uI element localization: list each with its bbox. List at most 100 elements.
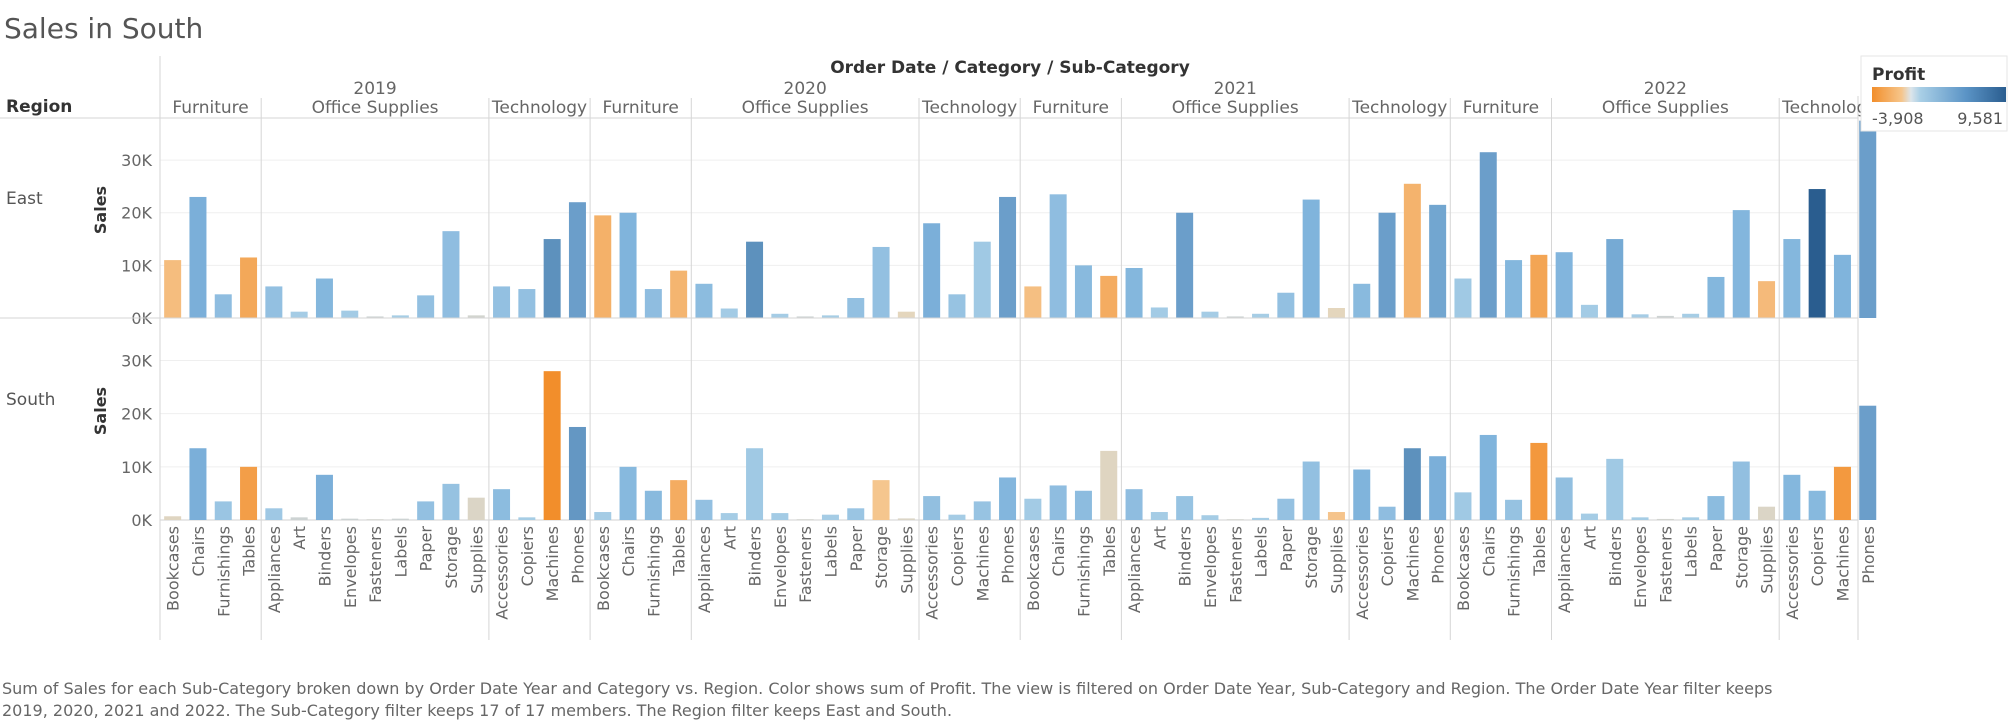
bar — [1403, 448, 1421, 520]
bar — [1327, 512, 1345, 520]
bar — [290, 311, 308, 318]
bar — [265, 286, 283, 318]
bar — [720, 308, 738, 318]
bar — [164, 260, 182, 318]
bar — [1252, 517, 1270, 520]
bar — [821, 514, 839, 520]
bar — [897, 518, 915, 520]
x-tick-label: Envelopes — [771, 526, 790, 608]
legend-max-label: 9,581 — [1957, 109, 2003, 128]
bar — [1707, 276, 1725, 318]
bar — [240, 257, 258, 318]
x-tick-label: Chairs — [1479, 526, 1498, 576]
x-tick-label: Phones — [1429, 526, 1448, 584]
bar — [1808, 189, 1826, 318]
bar — [1783, 239, 1801, 318]
bar — [1631, 517, 1649, 520]
bar — [1125, 268, 1143, 318]
category-header: Furniture — [603, 98, 679, 118]
x-tick-label: Bookcases — [1454, 526, 1473, 611]
x-tick-label: Fasteners — [1656, 526, 1675, 603]
bar — [1606, 458, 1624, 520]
bar — [872, 246, 890, 318]
bar — [695, 499, 713, 520]
x-tick-label: Copiers — [948, 526, 967, 586]
bar — [695, 283, 713, 318]
bars — [164, 120, 1877, 521]
x-tick-label: Accessories — [1783, 526, 1802, 620]
bar — [796, 519, 814, 521]
bar — [670, 270, 688, 318]
bar — [1049, 194, 1067, 318]
x-tick-label: Appliances — [1125, 526, 1144, 613]
x-tick-label: Chairs — [1049, 526, 1068, 576]
category-header: Office Supplies — [742, 98, 869, 118]
y-tick-label: 30K — [121, 352, 152, 371]
bar — [1353, 283, 1371, 318]
x-tick-label: Binders — [746, 526, 765, 586]
legend-color-ramp[interactable] — [1872, 87, 2006, 102]
bar — [999, 477, 1017, 520]
bar — [341, 518, 359, 520]
y-tick-label: 10K — [121, 458, 152, 477]
x-tick-label: Furnishings — [644, 526, 663, 617]
bar — [746, 448, 764, 520]
category-header: Technology — [491, 98, 587, 118]
bar — [1505, 499, 1523, 520]
year-header: 2021 — [1214, 79, 1257, 99]
bar — [1353, 469, 1371, 520]
x-tick-label: Paper — [1277, 526, 1296, 572]
category-header: Office Supplies — [312, 98, 439, 118]
column-header-title: Order Date / Category / Sub-Category — [830, 58, 1190, 78]
category-header: Office Supplies — [1602, 98, 1729, 118]
x-tick-label: Envelopes — [1201, 526, 1220, 608]
x-tick-label: Machines — [543, 526, 562, 601]
bar — [1758, 281, 1776, 318]
y-axis-label: Sales — [91, 387, 110, 435]
x-tick-label: Labels — [1252, 526, 1271, 578]
bar — [1302, 199, 1320, 318]
bar — [290, 517, 308, 520]
bar — [1277, 292, 1295, 318]
x-tick-label: Storage — [872, 526, 891, 589]
bar — [746, 241, 764, 318]
bar — [467, 315, 485, 318]
bar — [872, 480, 890, 520]
x-tick-label: Art — [1580, 526, 1599, 550]
x-tick-label: Binders — [1606, 526, 1625, 586]
bar — [391, 315, 409, 318]
bar — [1024, 286, 1042, 318]
bar — [214, 501, 232, 520]
bar — [1555, 252, 1573, 318]
x-tick-label: Envelopes — [1631, 526, 1650, 608]
bar — [1049, 485, 1067, 520]
bar — [164, 516, 182, 520]
category-header: Office Supplies — [1172, 98, 1299, 118]
bar — [1707, 496, 1725, 520]
x-tick-label: Storage — [1302, 526, 1321, 589]
bar — [1201, 515, 1219, 520]
bar — [1732, 210, 1750, 318]
bar — [366, 316, 384, 318]
bar — [1859, 405, 1877, 520]
bar — [644, 490, 662, 520]
bar — [973, 241, 991, 318]
x-tick-label: Phones — [1859, 526, 1878, 584]
x-tick-label: Labels — [391, 526, 410, 578]
row-label-south: South — [6, 390, 55, 410]
bar — [442, 483, 460, 520]
caption-line-1: Sum of Sales for each Sub-Category broke… — [2, 679, 1772, 698]
x-tick-label: Fasteners — [1226, 526, 1245, 603]
x-tick-label: Chairs — [189, 526, 208, 576]
bar — [771, 513, 789, 520]
y-tick-label: 20K — [121, 405, 152, 424]
category-header: Furniture — [172, 98, 248, 118]
bar — [1682, 313, 1700, 318]
bar — [644, 289, 662, 318]
x-tick-label: Tables — [240, 526, 259, 577]
x-tick-label: Accessories — [923, 526, 942, 620]
bar — [1176, 212, 1194, 318]
bar — [847, 508, 865, 520]
bar — [619, 466, 637, 520]
